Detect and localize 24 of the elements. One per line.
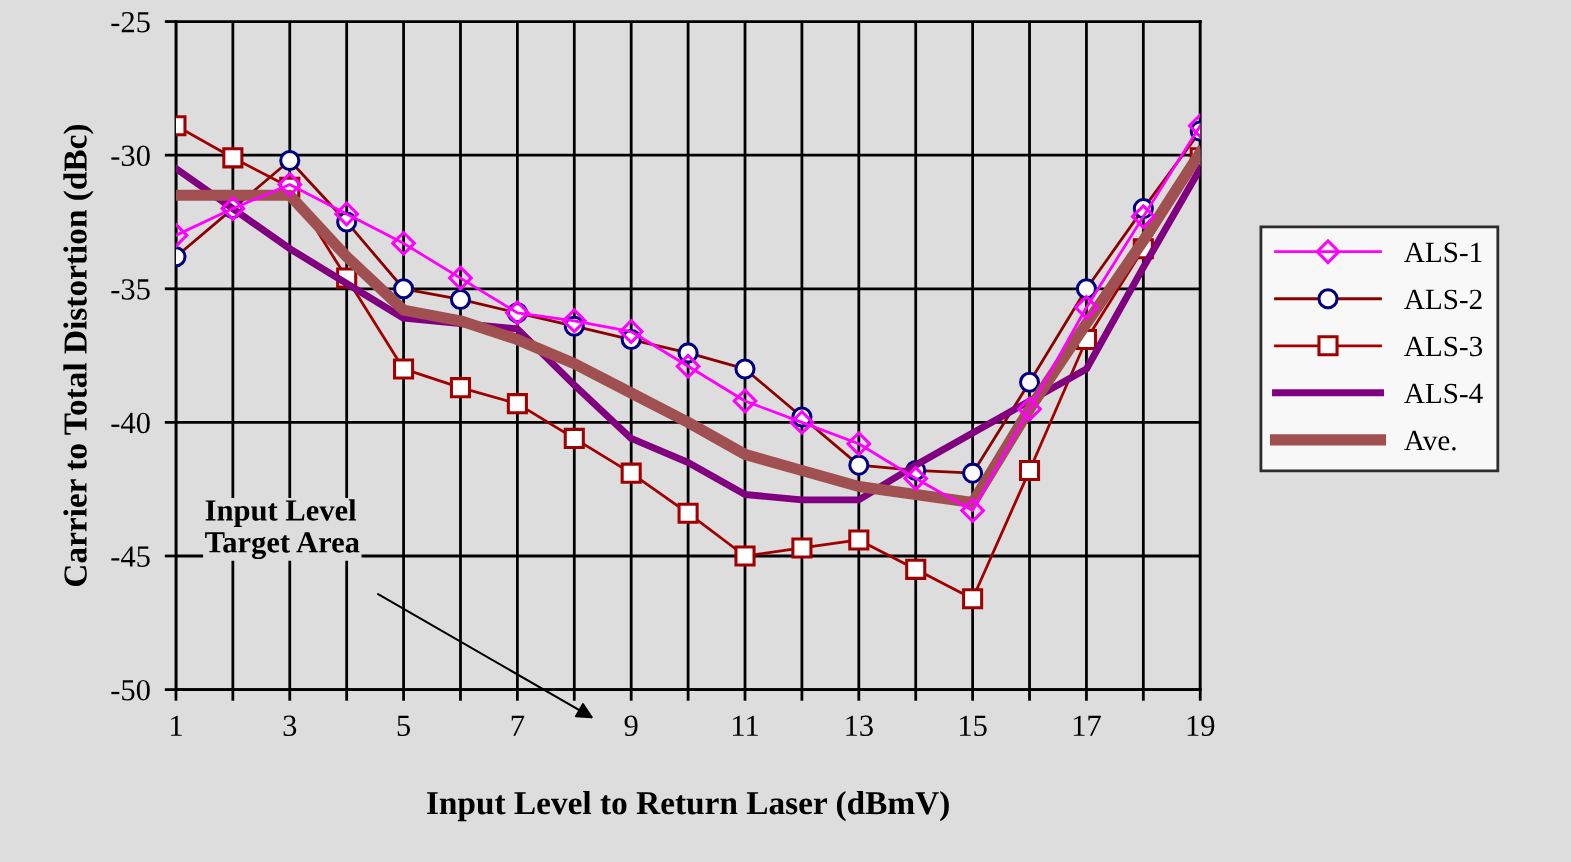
x-axis-title: Input Level to Return Laser (dBmV) xyxy=(427,790,949,822)
y-tick-label: -45 xyxy=(111,546,150,567)
x-tick-label: 11 xyxy=(732,715,758,736)
annotation: Input Level Target Area xyxy=(205,499,360,560)
legend-label: Ave. xyxy=(1404,430,1456,451)
x-tick-label: 1 xyxy=(171,715,182,736)
y-tick-label: -40 xyxy=(111,412,150,434)
legend-label: ALS-3 xyxy=(1404,336,1483,357)
legend-label: ALS-1 xyxy=(1404,242,1482,263)
x-tick-label: 19 xyxy=(1187,715,1215,737)
x-tick-label: 9 xyxy=(624,715,638,737)
x-tick-label: 7 xyxy=(511,715,525,736)
y-tick-label: -35 xyxy=(111,279,150,300)
y-axis-title: Carrier to Total Distortion (dBc) xyxy=(63,124,94,587)
legend-label: ALS-4 xyxy=(1404,383,1483,404)
x-tick-label: 17 xyxy=(1073,715,1101,736)
legend-label: ALS-2 xyxy=(1404,289,1482,310)
x-tick-label: 15 xyxy=(960,715,987,737)
y-tick-label: -30 xyxy=(111,145,150,167)
x-tick-label: 5 xyxy=(397,715,411,737)
y-tick-label: -25 xyxy=(111,11,150,33)
x-tick-label: 3 xyxy=(283,715,297,737)
x-tick-label: 13 xyxy=(846,715,873,737)
y-tick-label: -50 xyxy=(111,679,150,701)
